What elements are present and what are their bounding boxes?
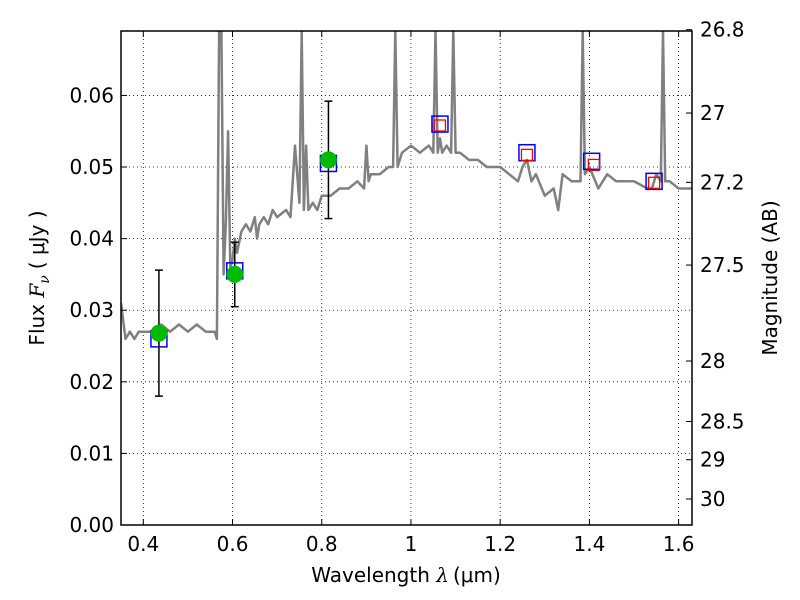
red-square-2: [587, 158, 601, 172]
x-tick-label-3: 1: [405, 532, 418, 556]
plot-frame: [120, 30, 693, 526]
model-photometry-red: [433, 119, 661, 189]
blue-square-3: [431, 115, 449, 133]
photometry-point-1: [226, 265, 244, 283]
y-tick-label-2: 0.02: [69, 370, 114, 394]
x-axis-ticks: 0.4 0.6 0.8 1 1.2 1.4 1.6: [127, 31, 695, 556]
y-tick-label-3: 0.03: [69, 298, 114, 322]
x-tick-label-5: 1.4: [573, 532, 605, 556]
y-tick-label-4: 0.04: [69, 227, 114, 251]
y2-tick-label-2: 27.2: [700, 170, 745, 194]
red-square-1: [520, 148, 534, 162]
y2-axis-label: Magnitude (AB): [758, 200, 782, 355]
spectrum-path: [121, 31, 692, 341]
y-axis-ticks: 0.00 0.01 0.02 0.03 0.04 0.05 0.06: [69, 83, 127, 537]
x-tick-label-0: 0.4: [127, 532, 159, 556]
x-tick-label-4: 1.2: [484, 532, 516, 556]
x-tick-label-1: 0.6: [217, 532, 249, 556]
y2-tick-label-0: 26.8: [700, 18, 745, 42]
y2-tick-label-5: 28.5: [700, 410, 745, 434]
y-tick-label-1: 0.01: [69, 441, 114, 465]
y-tick-label-0: 0.00: [69, 513, 114, 537]
grid: [121, 31, 692, 526]
spectrum-line: [121, 31, 692, 341]
y2-tick-label-4: 28: [700, 349, 725, 373]
x-axis-label: Wavelength λ (μm): [311, 563, 501, 587]
y2-tick-label-1: 27: [700, 101, 725, 125]
x-tick-label-2: 0.8: [306, 532, 338, 556]
blue-square-6: [645, 172, 663, 191]
y2-tick-label-6: 29: [700, 448, 725, 472]
y2-tick-label-7: 30: [700, 487, 725, 511]
observed-photometry: [150, 100, 337, 397]
x-tick-label-6: 1.6: [663, 532, 695, 556]
photometry-point-2: [319, 151, 337, 169]
y-axis-label: Flux Fν( μJy ): [25, 210, 53, 345]
y-tick-label-5: 0.05: [69, 155, 114, 179]
y-tick-label-6: 0.06: [69, 83, 114, 107]
photometry-point-0: [150, 324, 168, 342]
y2-axis-ticks: 26.8 27 27.2 27.5 28 28.5 29 30: [686, 18, 745, 511]
red-square-3: [647, 176, 661, 189]
y2-tick-label-3: 27.5: [700, 253, 745, 277]
red-square-0: [433, 119, 447, 132]
